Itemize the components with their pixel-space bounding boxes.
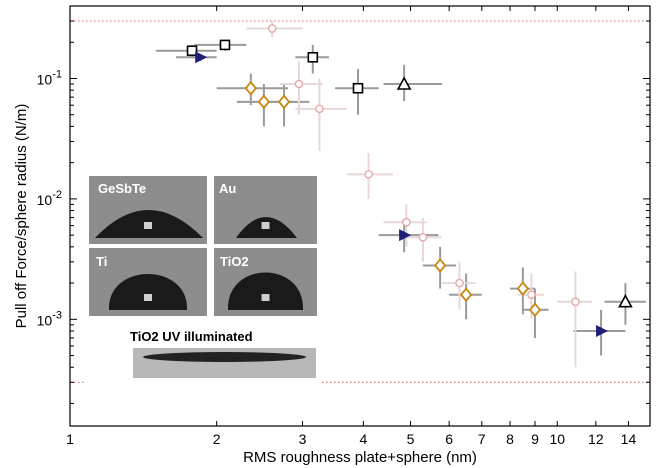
y-tick-labels: 10-3 10-2 10-1	[37, 68, 62, 328]
marker-circle	[571, 297, 580, 307]
marker-square	[352, 82, 364, 94]
marker-circle	[402, 217, 411, 227]
inset-photo-4	[133, 348, 316, 378]
marker-square	[186, 45, 198, 57]
x-tick-label: 10	[549, 431, 565, 447]
marker-triangle-right	[195, 51, 208, 64]
inset-photo-0	[89, 176, 207, 244]
marker-circle	[267, 24, 277, 33]
marker-circle	[455, 278, 464, 288]
marker-circle	[527, 290, 536, 300]
reflection	[144, 222, 152, 229]
inset-label-tio2: TiO2	[220, 254, 249, 269]
droplet	[108, 274, 188, 310]
marker-diamond	[244, 80, 257, 96]
marker-triangle	[618, 294, 633, 308]
inset-label-ti: Ti	[96, 254, 107, 269]
inset-image: GeSbTe Au Ti TiO2 TiO2 UV illuminated	[86, 172, 322, 384]
marker-diamond	[516, 281, 530, 296]
x-tick-labels: 1 2 3 4 5 6 7 8 9 10 12 14	[66, 431, 636, 447]
y-tick-label: 10-2	[37, 189, 62, 208]
inset-photo-1	[214, 176, 317, 244]
reflection	[261, 222, 270, 229]
x-tick-label: 12	[588, 431, 604, 447]
reflection	[144, 294, 152, 301]
inset-label-gesbte: GeSbTe	[98, 181, 146, 196]
marker-diamond	[257, 94, 271, 110]
inset-photo-3	[214, 248, 317, 316]
x-tick-label: 7	[478, 431, 486, 447]
marker-circle	[294, 79, 304, 89]
droplet	[227, 272, 304, 310]
y-tick-label: 10-3	[37, 309, 62, 328]
marker-diamond	[277, 94, 291, 110]
x-tick-label: 6	[445, 431, 453, 447]
x-tick-label: 9	[531, 431, 539, 447]
marker-triangle-right	[399, 229, 412, 242]
droplet	[143, 352, 306, 362]
marker-circle	[315, 104, 324, 114]
x-tick-label: 3	[299, 431, 307, 447]
marker-diamond	[459, 287, 473, 303]
data-markers	[186, 24, 633, 337]
x-tick-label: 2	[213, 431, 221, 447]
marker-circle	[364, 170, 373, 179]
inset-label-tio2-uv: TiO2 UV illuminated	[130, 329, 253, 344]
x-tick-label: 4	[359, 431, 367, 447]
marker-diamond	[433, 258, 447, 273]
x-axis-label: RMS roughness plate+sphere (nm)	[243, 449, 477, 466]
x-tick-label: 1	[66, 431, 74, 447]
marker-square	[219, 39, 231, 51]
plot-frame	[69, 5, 651, 427]
reflection	[261, 294, 270, 301]
marker-diamond	[528, 302, 542, 318]
marker-triangle	[396, 76, 412, 90]
x-tick-label: 5	[407, 431, 415, 447]
inset-photo-2	[89, 248, 207, 316]
x-tick-label: 8	[506, 431, 514, 447]
y-axis-label: Pull off Force/sphere radius (N/m)	[13, 104, 30, 329]
inset-label-au: Au	[219, 181, 236, 196]
marker-circle	[418, 232, 428, 242]
y-tick-label: 10-1	[37, 68, 62, 87]
marker-square	[307, 51, 319, 63]
marker-triangle-right	[596, 324, 609, 337]
x-tick-label: 14	[621, 431, 637, 447]
